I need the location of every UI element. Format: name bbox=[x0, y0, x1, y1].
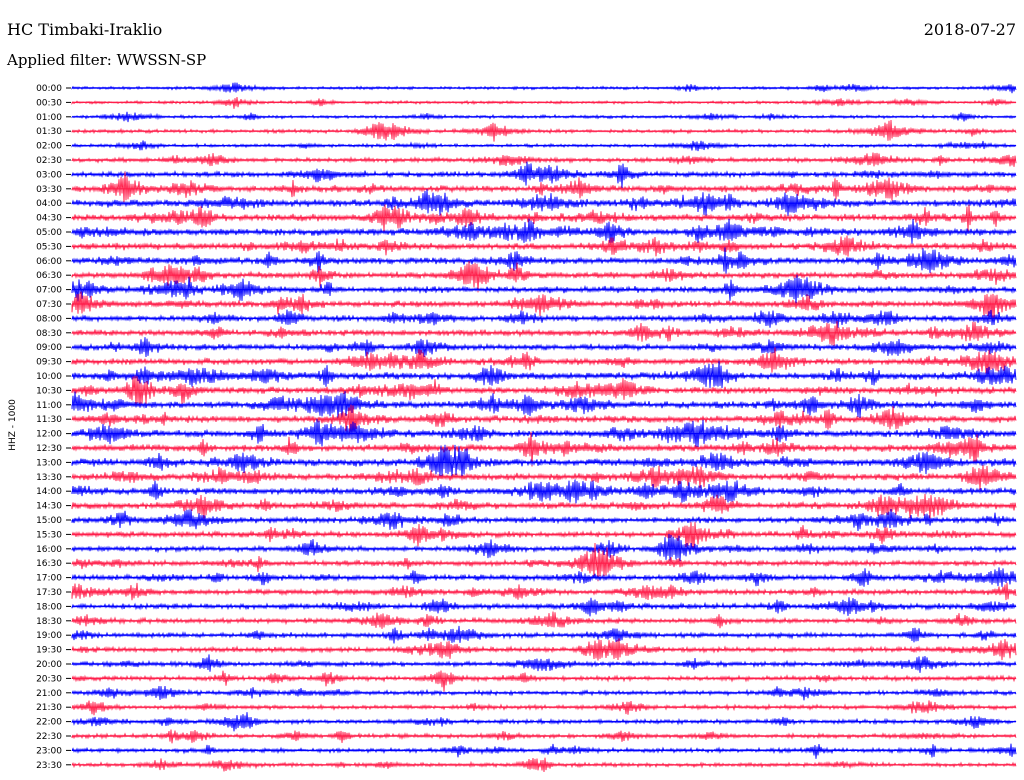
row-time-label: 08:00 bbox=[36, 314, 62, 324]
trace-row bbox=[71, 700, 1017, 716]
row-time-label: 12:00 bbox=[36, 430, 62, 440]
row-time-label: 21:00 bbox=[36, 689, 62, 699]
row-time-label: 05:00 bbox=[36, 228, 62, 238]
row-time-label: 16:00 bbox=[36, 545, 62, 555]
trace-row bbox=[71, 291, 1017, 319]
row-time-label: 09:30 bbox=[36, 358, 62, 368]
row-time-label: 04:30 bbox=[36, 214, 62, 224]
row-time-label: 14:30 bbox=[36, 502, 62, 512]
row-time-label: 22:30 bbox=[36, 732, 62, 742]
trace-row bbox=[71, 189, 1017, 216]
row-time-label: 00:00 bbox=[36, 84, 62, 94]
row-time-label: 17:00 bbox=[36, 574, 62, 584]
row-time-label: 01:00 bbox=[36, 113, 62, 123]
trace-row bbox=[71, 404, 1017, 437]
station-title: HC Timbaki-Iraklio bbox=[7, 20, 163, 39]
row-time-label: 11:00 bbox=[36, 401, 62, 411]
trace-row bbox=[71, 337, 1017, 358]
row-time-label: 19:30 bbox=[36, 646, 62, 656]
row-time-label: 02:00 bbox=[36, 142, 62, 152]
row-time-label: 11:30 bbox=[36, 415, 62, 425]
row-time-label: 18:30 bbox=[36, 617, 62, 627]
trace-row bbox=[71, 493, 1017, 519]
filter-label: Applied filter: WWSSN-SP bbox=[7, 51, 207, 69]
row-time-label: 20:00 bbox=[36, 660, 62, 670]
row-time-label: 07:30 bbox=[36, 300, 62, 310]
row-time-label: 15:30 bbox=[36, 530, 62, 540]
trace-row bbox=[71, 757, 1017, 773]
row-time-label: 06:30 bbox=[36, 271, 62, 281]
row-time-label: 10:30 bbox=[36, 386, 62, 396]
trace-row bbox=[71, 218, 1017, 244]
trace-row bbox=[71, 465, 1017, 490]
trace-row bbox=[71, 567, 1017, 587]
y-axis-label: HHZ - 1000 bbox=[8, 399, 18, 451]
row-time-label: 10:00 bbox=[36, 372, 62, 382]
trace-row bbox=[71, 522, 1017, 551]
row-time-label: 17:30 bbox=[36, 588, 62, 598]
row-time-label: 03:30 bbox=[36, 185, 62, 195]
row-time-label: 02:30 bbox=[36, 156, 62, 166]
row-time-label: 01:30 bbox=[36, 127, 62, 137]
row-time-label: 15:00 bbox=[36, 516, 62, 526]
row-time-label: 13:30 bbox=[36, 473, 62, 483]
trace-row bbox=[71, 611, 1017, 629]
row-time-label: 06:00 bbox=[36, 257, 62, 267]
row-time-label: 08:30 bbox=[36, 329, 62, 339]
row-time-label: 20:30 bbox=[36, 674, 62, 684]
row-time-label: 16:30 bbox=[36, 559, 62, 569]
row-time-label: 13:00 bbox=[36, 458, 62, 468]
trace-row bbox=[71, 321, 1017, 346]
row-time-label: 23:00 bbox=[36, 746, 62, 756]
row-time-label: 04:00 bbox=[36, 199, 62, 209]
row-time-label: 22:00 bbox=[36, 718, 62, 728]
trace-row bbox=[71, 743, 1017, 759]
row-time-label: 12:30 bbox=[36, 444, 62, 454]
row-time-label: 07:00 bbox=[36, 286, 62, 296]
row-time-label: 03:00 bbox=[36, 170, 62, 180]
row-time-label: 18:00 bbox=[36, 602, 62, 612]
row-time-label: 23:30 bbox=[36, 761, 62, 771]
row-time-label: 00:30 bbox=[36, 98, 62, 108]
row-time-label: 19:00 bbox=[36, 631, 62, 641]
trace-row bbox=[71, 360, 1017, 389]
trace-row bbox=[71, 670, 1017, 692]
row-time-label: 05:30 bbox=[36, 242, 62, 252]
date-label: 2018-07-27 bbox=[923, 20, 1016, 39]
row-time-label: 09:00 bbox=[36, 343, 62, 353]
row-time-label: 21:30 bbox=[36, 703, 62, 713]
trace-row bbox=[71, 391, 1017, 421]
row-time-label: 14:00 bbox=[36, 487, 62, 497]
